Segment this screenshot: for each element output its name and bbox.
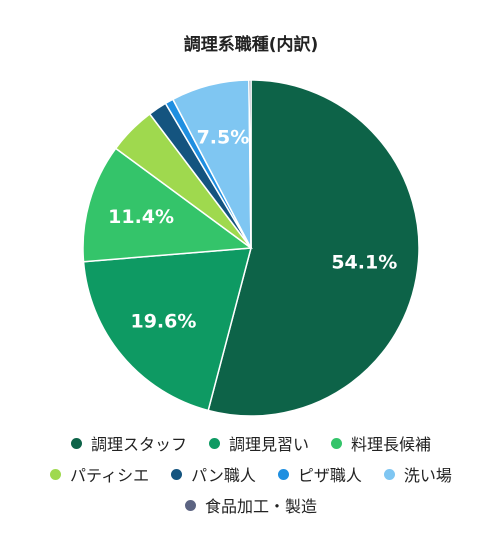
legend-label: 食品加工・製造	[204, 497, 317, 516]
legend-item-7: 食品加工・製造	[184, 493, 317, 517]
legend-label: 料理長候補	[351, 435, 432, 454]
legend-item-4: パン職人	[171, 462, 256, 486]
legend-label: 洗い場	[403, 466, 452, 485]
legend-label: パン職人	[191, 466, 256, 485]
legend-swatch-icon	[184, 499, 196, 511]
data-label-1: 19.6%	[130, 310, 196, 332]
legend-row-1: パティシエ パン職人 ピザ職人 洗い場	[0, 459, 502, 489]
legend-swatch-icon	[383, 468, 395, 480]
legend-swatch-icon	[277, 468, 289, 480]
pie-slice-0	[207, 79, 420, 417]
legend-item-2: 料理長候補	[331, 431, 431, 455]
legend-swatch-icon	[208, 437, 220, 449]
legend-item-1: 調理見習い	[208, 431, 309, 455]
data-label-6: 7.5%	[197, 126, 250, 148]
pie-slice-7	[248, 79, 252, 249]
legend-label: パティシエ	[70, 466, 150, 485]
pie-slice-2	[82, 147, 254, 263]
legend-swatch-icon	[50, 468, 62, 480]
data-label-0: 54.1%	[331, 252, 397, 274]
legend-swatch-icon	[171, 468, 183, 480]
legend-item-0: 調理スタッフ	[70, 431, 187, 455]
legend-row-2: 食品加工・製造	[0, 490, 502, 520]
data-label-2: 11.4%	[108, 206, 174, 228]
legend-label: 調理見習い	[228, 435, 309, 454]
legend-item-5: ピザ職人	[277, 462, 362, 486]
legend-swatch-icon	[331, 437, 342, 449]
pie-slice-1	[82, 247, 252, 412]
legend-row-0: 調理スタッフ 調理見習い 料理長候補	[0, 428, 502, 458]
chart-title: 調理系職種(内訳)	[183, 35, 319, 55]
legend-item-3: パティシエ	[50, 462, 149, 486]
legend-item-6: 洗い場	[383, 462, 452, 486]
legend-swatch-icon	[70, 437, 82, 449]
pie-chart: 54.1% 19.6% 11.4% 7.5%	[82, 79, 420, 417]
legend: 調理スタッフ 調理見習い 料理長候補パティシエ パン職人 ピザ職人 洗い場食品加工・製造	[0, 428, 502, 521]
legend-label: 調理スタッフ	[90, 435, 187, 454]
legend-label: ピザ職人	[297, 466, 362, 485]
